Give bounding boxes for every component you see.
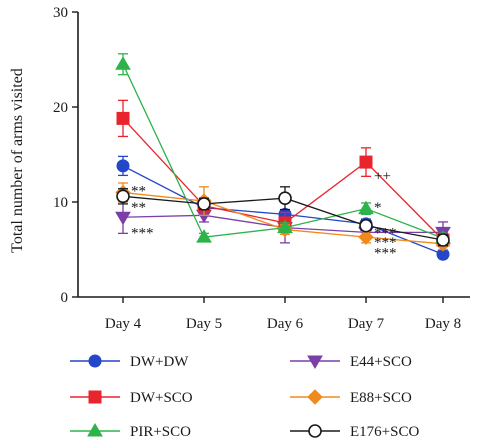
data-point <box>277 219 293 234</box>
significance-mark: *** <box>374 245 397 261</box>
series-dw-dw <box>116 155 450 261</box>
legend-label: E176+SCO <box>350 424 419 440</box>
significance-mark: ++ <box>374 168 391 184</box>
data-point <box>358 229 374 245</box>
data-point <box>278 191 292 205</box>
data-point <box>436 233 450 247</box>
legend-label: DW+SCO <box>130 390 193 406</box>
y-axis-title: Total number of arms visited <box>9 68 26 253</box>
legend-item: E88+SCO <box>290 389 412 406</box>
series-e176-sco <box>116 186 450 247</box>
significance-mark: ** <box>131 184 146 200</box>
data-point <box>196 229 212 243</box>
annotations: *******++********** <box>131 168 397 261</box>
x-tick-label: Day 6 <box>267 316 304 332</box>
legend-marker <box>87 423 103 437</box>
y-tick-label: 20 <box>53 100 68 116</box>
data-point <box>359 155 373 169</box>
significance-mark: *** <box>131 225 154 241</box>
legend-marker <box>307 389 323 405</box>
data-point <box>197 197 211 211</box>
significance-mark: * <box>374 200 382 216</box>
y-tick-label: 30 <box>53 5 68 21</box>
data-point <box>358 200 374 215</box>
axes: 0 10 20 30 Day 4 Day 5 Day 6 Day 7 Day 8 Total nu… <box>9 5 470 332</box>
data-point <box>116 159 130 173</box>
legend-marker <box>88 390 102 404</box>
legend-label: E88+SCO <box>350 390 412 406</box>
data-point <box>116 189 130 204</box>
series-layer <box>115 53 451 261</box>
significance-mark: *** <box>374 225 397 241</box>
legend-item: DW+DW <box>70 354 189 370</box>
legend-item: E176+SCO <box>290 424 419 440</box>
legend-marker <box>307 355 323 369</box>
data-point <box>115 211 131 226</box>
data-point <box>116 111 130 125</box>
legend-label: E44+SCO <box>350 354 412 370</box>
x-tick-label: Day 7 <box>348 316 385 332</box>
data-point <box>115 56 131 70</box>
y-tick-label: 0 <box>61 290 69 306</box>
data-point <box>359 218 373 233</box>
legend-label: DW+DW <box>130 354 189 370</box>
significance-mark: ** <box>131 200 146 216</box>
x-tick-label: Day 8 <box>425 316 461 332</box>
legend-label: PIR+SCO <box>130 424 191 440</box>
significance-mark: *** <box>374 235 397 251</box>
legend-item: E44+SCO <box>290 354 412 370</box>
legend: DW+DW E44+SCO DW+SCO E88+SCO PIR+SCO E176+SCO <box>70 354 419 440</box>
x-tick-label: Day 5 <box>186 316 222 332</box>
legend-item: DW+SCO <box>70 390 193 406</box>
legend-marker <box>308 424 322 438</box>
legend-item: PIR+SCO <box>70 423 191 440</box>
legend-marker <box>88 354 102 368</box>
x-tick-label: Day 4 <box>105 316 142 332</box>
y-tick-label: 10 <box>53 195 68 211</box>
